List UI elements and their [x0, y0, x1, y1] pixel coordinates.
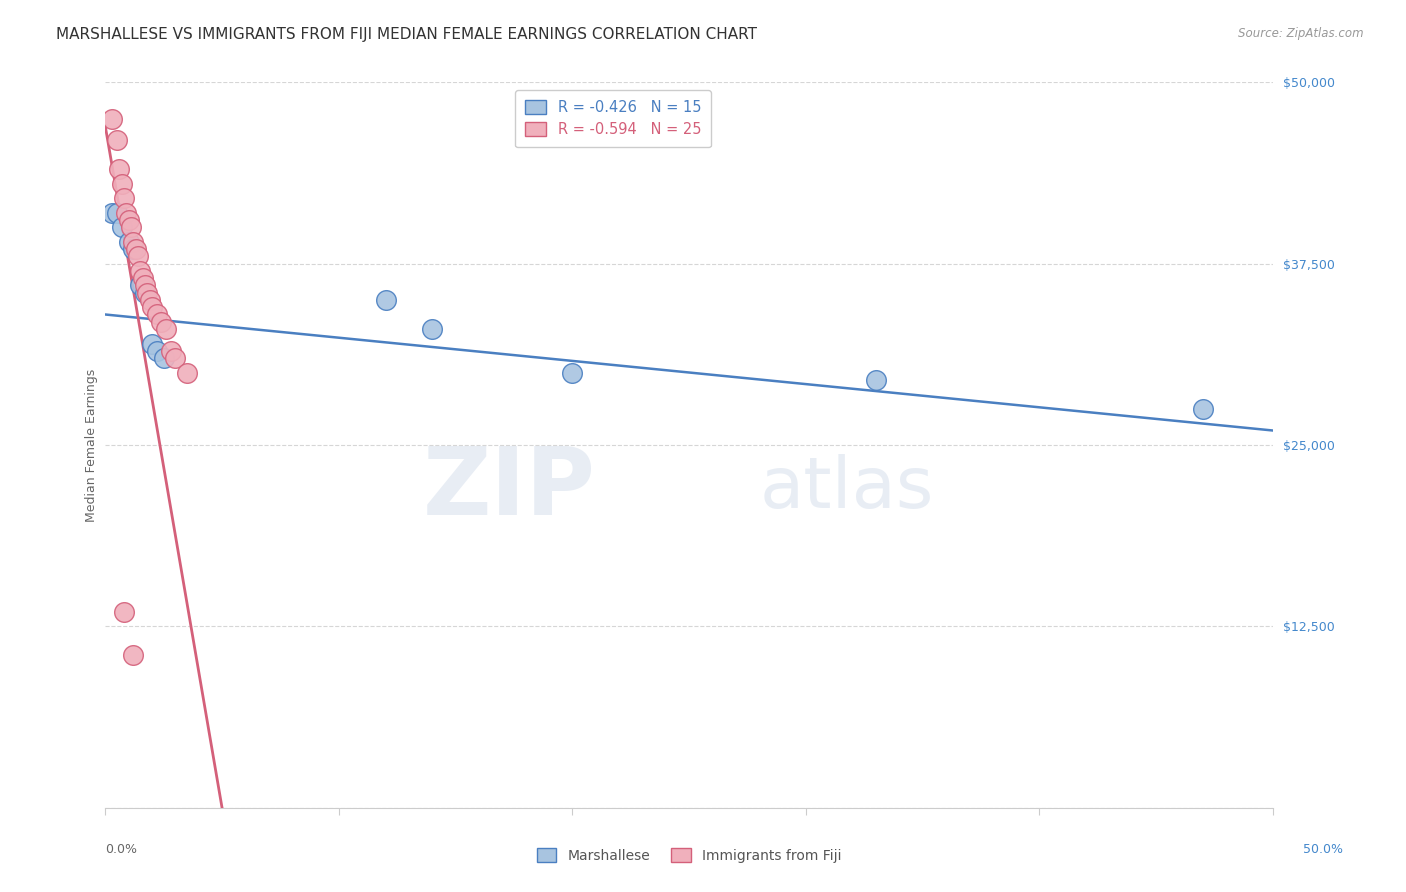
Point — [420, 322, 443, 336]
Point — [110, 220, 132, 235]
Point — [105, 206, 128, 220]
Point — [112, 605, 135, 619]
Point — [134, 278, 156, 293]
Text: atlas: atlas — [759, 454, 934, 523]
Point — [134, 285, 156, 300]
Point — [124, 242, 146, 256]
Point — [141, 336, 163, 351]
Point — [155, 322, 177, 336]
Point — [129, 264, 152, 278]
Point — [115, 206, 138, 220]
Point — [122, 235, 145, 249]
Point — [101, 112, 124, 126]
Point — [131, 271, 153, 285]
Point — [138, 293, 160, 307]
Point — [136, 285, 159, 300]
Point — [1192, 401, 1215, 416]
Y-axis label: Median Female Earnings: Median Female Earnings — [86, 368, 98, 522]
Point — [141, 300, 163, 314]
Point — [105, 133, 128, 147]
Legend: R = -0.426   N = 15, R = -0.594   N = 25: R = -0.426 N = 15, R = -0.594 N = 25 — [515, 90, 711, 147]
Text: Source: ZipAtlas.com: Source: ZipAtlas.com — [1239, 27, 1364, 40]
Point — [152, 351, 174, 365]
Text: 50.0%: 50.0% — [1303, 843, 1343, 856]
Text: MARSHALLESE VS IMMIGRANTS FROM FIJI MEDIAN FEMALE EARNINGS CORRELATION CHART: MARSHALLESE VS IMMIGRANTS FROM FIJI MEDI… — [56, 27, 758, 42]
Point — [150, 315, 173, 329]
Point — [120, 220, 142, 235]
Point — [129, 278, 152, 293]
Point — [117, 235, 139, 249]
Text: ZIP: ZIP — [423, 442, 596, 534]
Point — [159, 343, 181, 358]
Point — [374, 293, 396, 307]
Point — [176, 366, 198, 380]
Point — [122, 648, 145, 663]
Point — [865, 373, 887, 387]
Point — [110, 177, 132, 191]
Text: 0.0%: 0.0% — [105, 843, 138, 856]
Point — [101, 206, 124, 220]
Point — [112, 191, 135, 205]
Point — [561, 366, 583, 380]
Point — [108, 162, 131, 177]
Point — [117, 213, 139, 227]
Point — [145, 308, 167, 322]
Point — [127, 250, 149, 264]
Point — [165, 351, 187, 365]
Point — [145, 343, 167, 358]
Point — [122, 242, 145, 256]
